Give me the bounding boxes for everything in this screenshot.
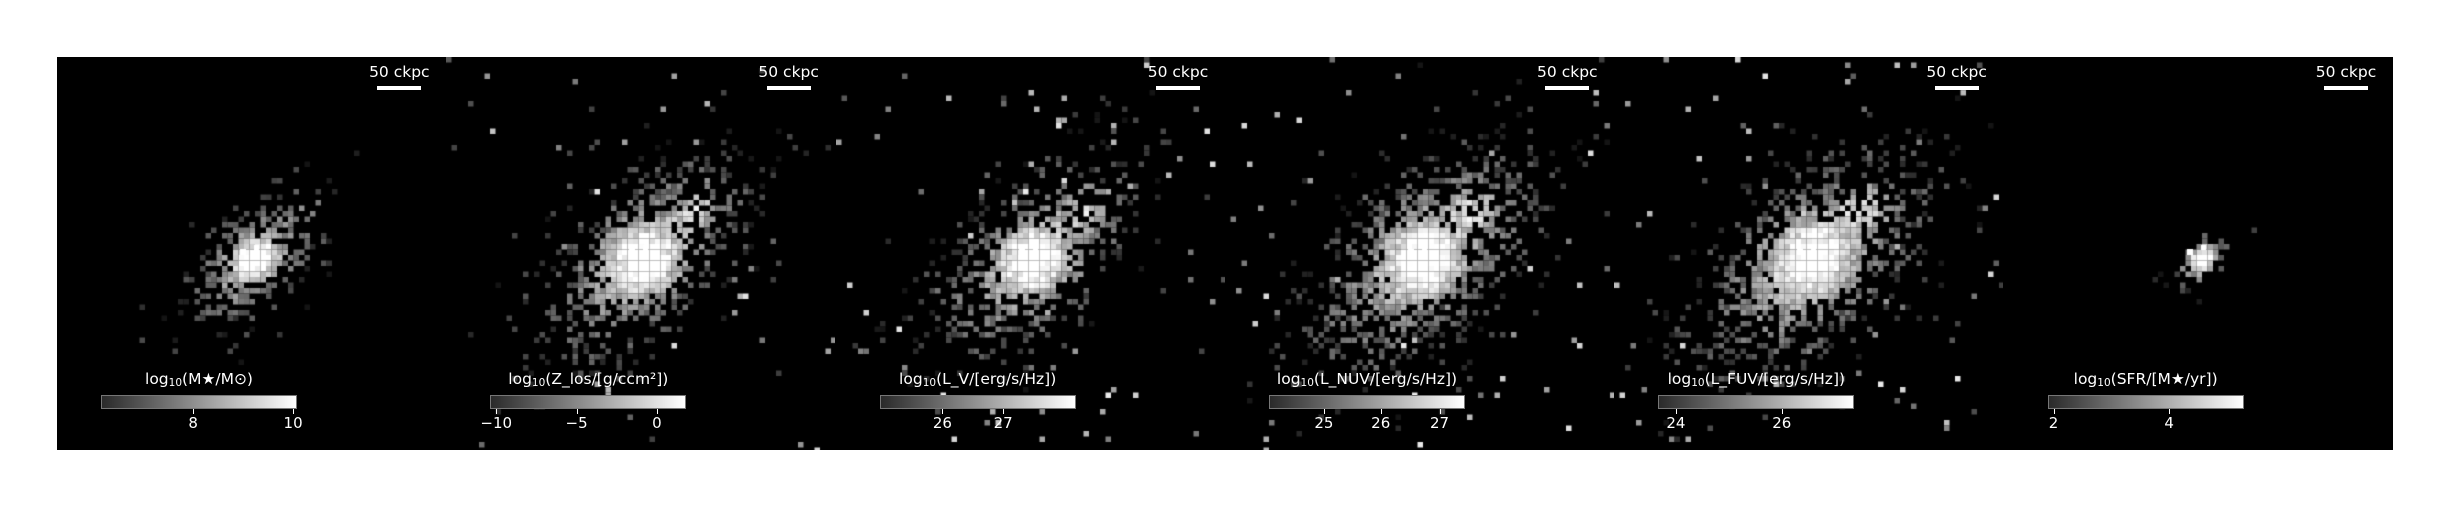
colorbar-metallicity: log10(Z_los/[g/ccm²]) −10 −5 0 bbox=[480, 369, 687, 432]
colorbar-tick-label: 26 bbox=[1371, 414, 1391, 432]
colorbar-gradient bbox=[101, 395, 297, 409]
scale-bar-label: 50 ckpc bbox=[1926, 63, 1987, 81]
colorbar-tick-label: 26 bbox=[932, 414, 952, 432]
colorbar-ticks: 26 27 bbox=[880, 409, 1076, 432]
scale-bar-line bbox=[2323, 86, 2368, 90]
nuv-luminosity-map bbox=[1224, 57, 1614, 450]
colorbar-gradient bbox=[2047, 395, 2244, 409]
panel-fuv-luminosity: 50 ckpc log10(L_FUV/[erg/s/Hz]) 24 26 bbox=[1614, 57, 2004, 450]
colorbar-tick bbox=[1003, 409, 1005, 414]
colorbar-title: log10(L_V/[erg/s/Hz]) bbox=[899, 370, 1057, 389]
scale-bar: 50 ckpc bbox=[2313, 63, 2379, 90]
colorbar-tick-label: 8 bbox=[188, 414, 198, 432]
colorbar-tick bbox=[656, 409, 658, 414]
galaxy-maps-strip: 50 ckpc log10(M★/M⊙) 8 10 50 ckpc log10(Z… bbox=[57, 57, 2393, 450]
colorbar-tick-label: 26 bbox=[1772, 414, 1792, 432]
colorbar-nuv-luminosity: log10(L_NUV/[erg/s/Hz]) 25 26 27 bbox=[1268, 369, 1465, 432]
metallicity-map bbox=[446, 57, 836, 450]
scale-bar: 50 ckpc bbox=[1145, 63, 1211, 90]
colorbar-title: log10(L_FUV/[erg/s/Hz]) bbox=[1667, 370, 1846, 389]
colorbar-ticks: 8 10 bbox=[101, 409, 303, 432]
scale-bar-label: 50 ckpc bbox=[369, 63, 430, 81]
colorbar-tick bbox=[496, 409, 498, 414]
colorbar-tick-label: −10 bbox=[480, 414, 513, 432]
scale-bar-label: 50 ckpc bbox=[2315, 63, 2377, 81]
colorbar-v-luminosity: log10(L_V/[erg/s/Hz]) 26 27 bbox=[879, 369, 1076, 432]
scale-bar-line bbox=[377, 86, 422, 90]
colorbar-tick bbox=[1675, 409, 1677, 414]
colorbar-fuv-luminosity: log10(L_FUV/[erg/s/Hz]) 24 26 bbox=[1658, 369, 1855, 432]
panel-v-luminosity: 50 ckpc log10(L_V/[erg/s/Hz]) 26 27 bbox=[835, 57, 1225, 450]
colorbar-tick-label: 27 bbox=[1429, 414, 1450, 432]
colorbar-tick-label: 10 bbox=[283, 414, 303, 432]
panel-nuv-luminosity: 50 ckpc log10(L_NUV/[erg/s/Hz]) 25 26 27 bbox=[1224, 57, 1615, 450]
sfr-map bbox=[2003, 57, 2393, 450]
colorbar-tick bbox=[1323, 409, 1325, 414]
colorbar-title: log10(L_NUV/[erg/s/Hz]) bbox=[1276, 370, 1458, 389]
colorbar-ticks: 25 26 27 bbox=[1269, 409, 1465, 432]
colorbar-gradient bbox=[1268, 395, 1465, 409]
scale-bar-line bbox=[766, 86, 811, 90]
colorbar-gradient bbox=[490, 395, 687, 409]
colorbar-title: log10(M★/M⊙) bbox=[145, 370, 253, 389]
colorbar-tick bbox=[1439, 409, 1441, 414]
stellar-mass-map bbox=[57, 57, 446, 450]
scale-bar-label: 50 ckpc bbox=[758, 63, 819, 81]
scale-bar-line bbox=[1934, 86, 1979, 90]
colorbar-tick bbox=[193, 409, 195, 414]
colorbar-tick-label: 4 bbox=[2164, 414, 2174, 432]
scale-bar-line bbox=[1155, 86, 1200, 90]
colorbar-tick bbox=[2053, 409, 2055, 414]
colorbar-ticks: −10 −5 0 bbox=[480, 409, 686, 432]
v-luminosity-map bbox=[835, 57, 1225, 450]
colorbar-tick bbox=[1380, 409, 1382, 414]
colorbar-tick-label: 25 bbox=[1314, 414, 1334, 432]
colorbar-tick bbox=[942, 409, 944, 414]
scale-bar: 50 ckpc bbox=[366, 63, 432, 90]
colorbar-tick-label: 2 bbox=[2048, 414, 2059, 432]
scale-bar: 50 ckpc bbox=[756, 63, 822, 90]
colorbar-tick-label: −5 bbox=[565, 414, 588, 432]
colorbar-gradient bbox=[1658, 395, 1855, 409]
scale-bar-label: 50 ckpc bbox=[1147, 63, 1209, 81]
fuv-luminosity-map bbox=[1614, 57, 2004, 450]
colorbar-gradient bbox=[879, 395, 1076, 409]
colorbar-tick-label: 24 bbox=[1666, 414, 1686, 432]
colorbar-title: log10(Z_los/[g/ccm²]) bbox=[508, 370, 669, 389]
colorbar-tick bbox=[2169, 409, 2171, 414]
colorbar-ticks: 24 26 bbox=[1658, 409, 1854, 432]
scale-bar: 50 ckpc bbox=[1924, 63, 1990, 90]
scale-bar-line bbox=[1545, 86, 1590, 90]
colorbar-tick-label: 0 bbox=[652, 414, 662, 432]
scale-bar: 50 ckpc bbox=[1534, 63, 1600, 90]
scale-bar-label: 50 ckpc bbox=[1537, 63, 1598, 81]
colorbar-title: log10(SFR/[M★/yr]) bbox=[2073, 370, 2218, 389]
colorbar-stellar-mass: log10(M★/M⊙) 8 10 bbox=[101, 369, 303, 432]
colorbar-tick bbox=[1781, 409, 1783, 414]
panel-stellar-mass: 50 ckpc log10(M★/M⊙) 8 10 bbox=[57, 57, 447, 450]
colorbar-tick-label: 27 bbox=[993, 414, 1013, 432]
colorbar-tick bbox=[293, 409, 295, 414]
colorbar-tick bbox=[576, 409, 578, 414]
panel-metallicity: 50 ckpc log10(Z_los/[g/ccm²]) −10 −5 0 bbox=[446, 57, 836, 450]
